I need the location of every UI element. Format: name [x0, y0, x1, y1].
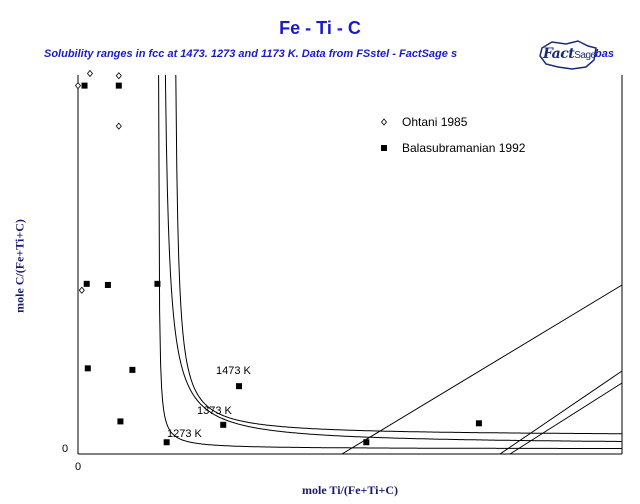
- boundary-line-3: [509, 382, 623, 455]
- curve-label-1373K: 1373 K: [197, 405, 233, 417]
- curve-label-1473K: 1473 K: [216, 365, 252, 377]
- point-ohtani-2: [86, 69, 93, 78]
- y-axis-label: mole C/(Fe+Ti+C): [12, 219, 27, 313]
- legend-marker-ohtani: [380, 118, 388, 126]
- point-balasubramanian-4: [154, 280, 161, 287]
- subtitle-text: Solubility ranges in fcc at 1473. 1273 a…: [44, 48, 458, 60]
- point-ohtani-3: [115, 72, 122, 80]
- boundary-line-2: [499, 370, 623, 455]
- point-balasubramanian-10: [163, 439, 170, 446]
- subtitle-text-after-logo: bas: [595, 48, 614, 60]
- point-balasubramanian-11: [363, 439, 370, 446]
- point-balasubramanian-2: [83, 280, 90, 287]
- point-balasubramanian-0: [81, 82, 88, 89]
- curve-1373K: [164, 74, 622, 442]
- point-ohtani-0: [74, 81, 82, 90]
- curve-1473K: [175, 74, 622, 435]
- plot-frame: [77, 75, 623, 455]
- point-balasubramanian-8: [236, 383, 243, 390]
- legend: Ohtani 1985 Balasubramanian 1992: [380, 115, 526, 155]
- legend-marker-balasubramanian: [381, 145, 387, 151]
- point-balasubramanian-5: [84, 365, 91, 372]
- point-balasubramanian-9: [220, 421, 227, 428]
- chart-subtitle: Solubility ranges in fcc at 1473. 1273 a…: [44, 48, 614, 60]
- point-balasubramanian-6: [129, 366, 136, 373]
- point-balasubramanian-12: [475, 420, 482, 427]
- x-axis-label: mole Ti/(Fe+Ti+C): [301, 483, 398, 497]
- x-tick-label-0: 0: [75, 461, 81, 473]
- point-balasubramanian-7: [117, 418, 124, 425]
- point-balasubramanian-3: [104, 281, 111, 288]
- point-balasubramanian-1: [115, 82, 122, 89]
- chart-title: Fe - Ti - C: [279, 18, 361, 38]
- data-points: [74, 69, 482, 446]
- factsage-logo-badge: [539, 40, 597, 70]
- curve-1273K: [158, 75, 622, 449]
- phase-boundary-curves: [158, 74, 623, 455]
- point-ohtani-1: [78, 286, 85, 294]
- legend-label-balasubramanian: Balasubramanian 1992: [402, 141, 526, 155]
- factsage-logo-text: FactSage: [543, 46, 596, 62]
- legend-label-ohtani: Ohtani 1985: [402, 115, 468, 129]
- y-tick-label-0: 0: [62, 443, 68, 455]
- point-ohtani-4: [115, 122, 122, 130]
- boundary-line-1: [341, 284, 623, 455]
- factsage-logo: FactSage: [538, 40, 600, 70]
- curve-label-1273K: 1273 K: [167, 428, 203, 440]
